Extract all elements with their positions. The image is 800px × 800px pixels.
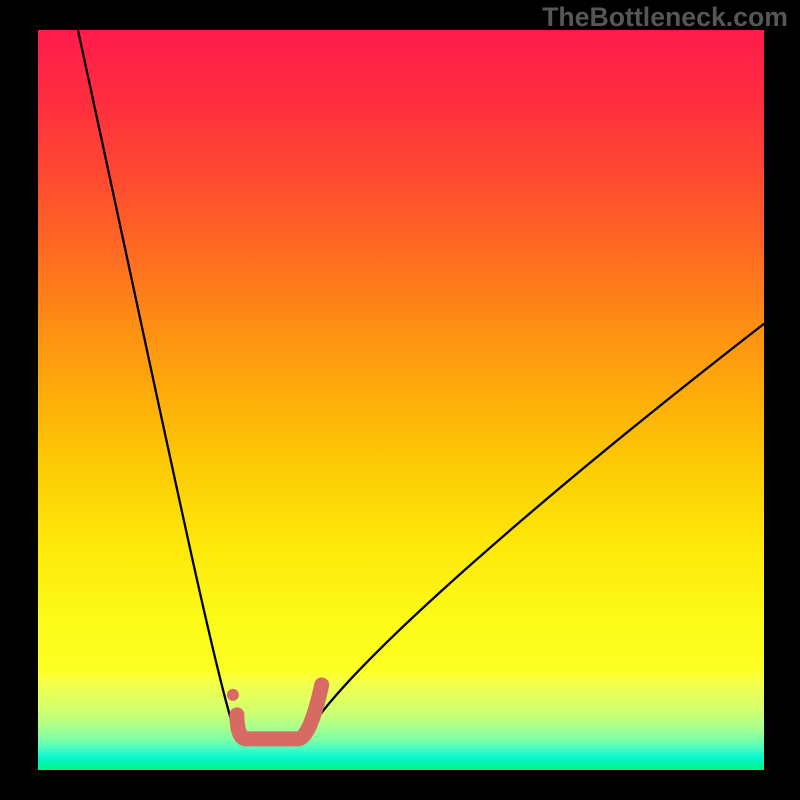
bottleneck-curve xyxy=(38,30,764,770)
chart-frame: TheBottleneck.com xyxy=(0,0,800,800)
plot-area xyxy=(38,30,764,770)
watermark-text: TheBottleneck.com xyxy=(542,2,788,33)
curve-floor-highlight xyxy=(237,685,322,739)
curve-path xyxy=(78,30,764,739)
curve-floor-dot xyxy=(227,689,239,701)
